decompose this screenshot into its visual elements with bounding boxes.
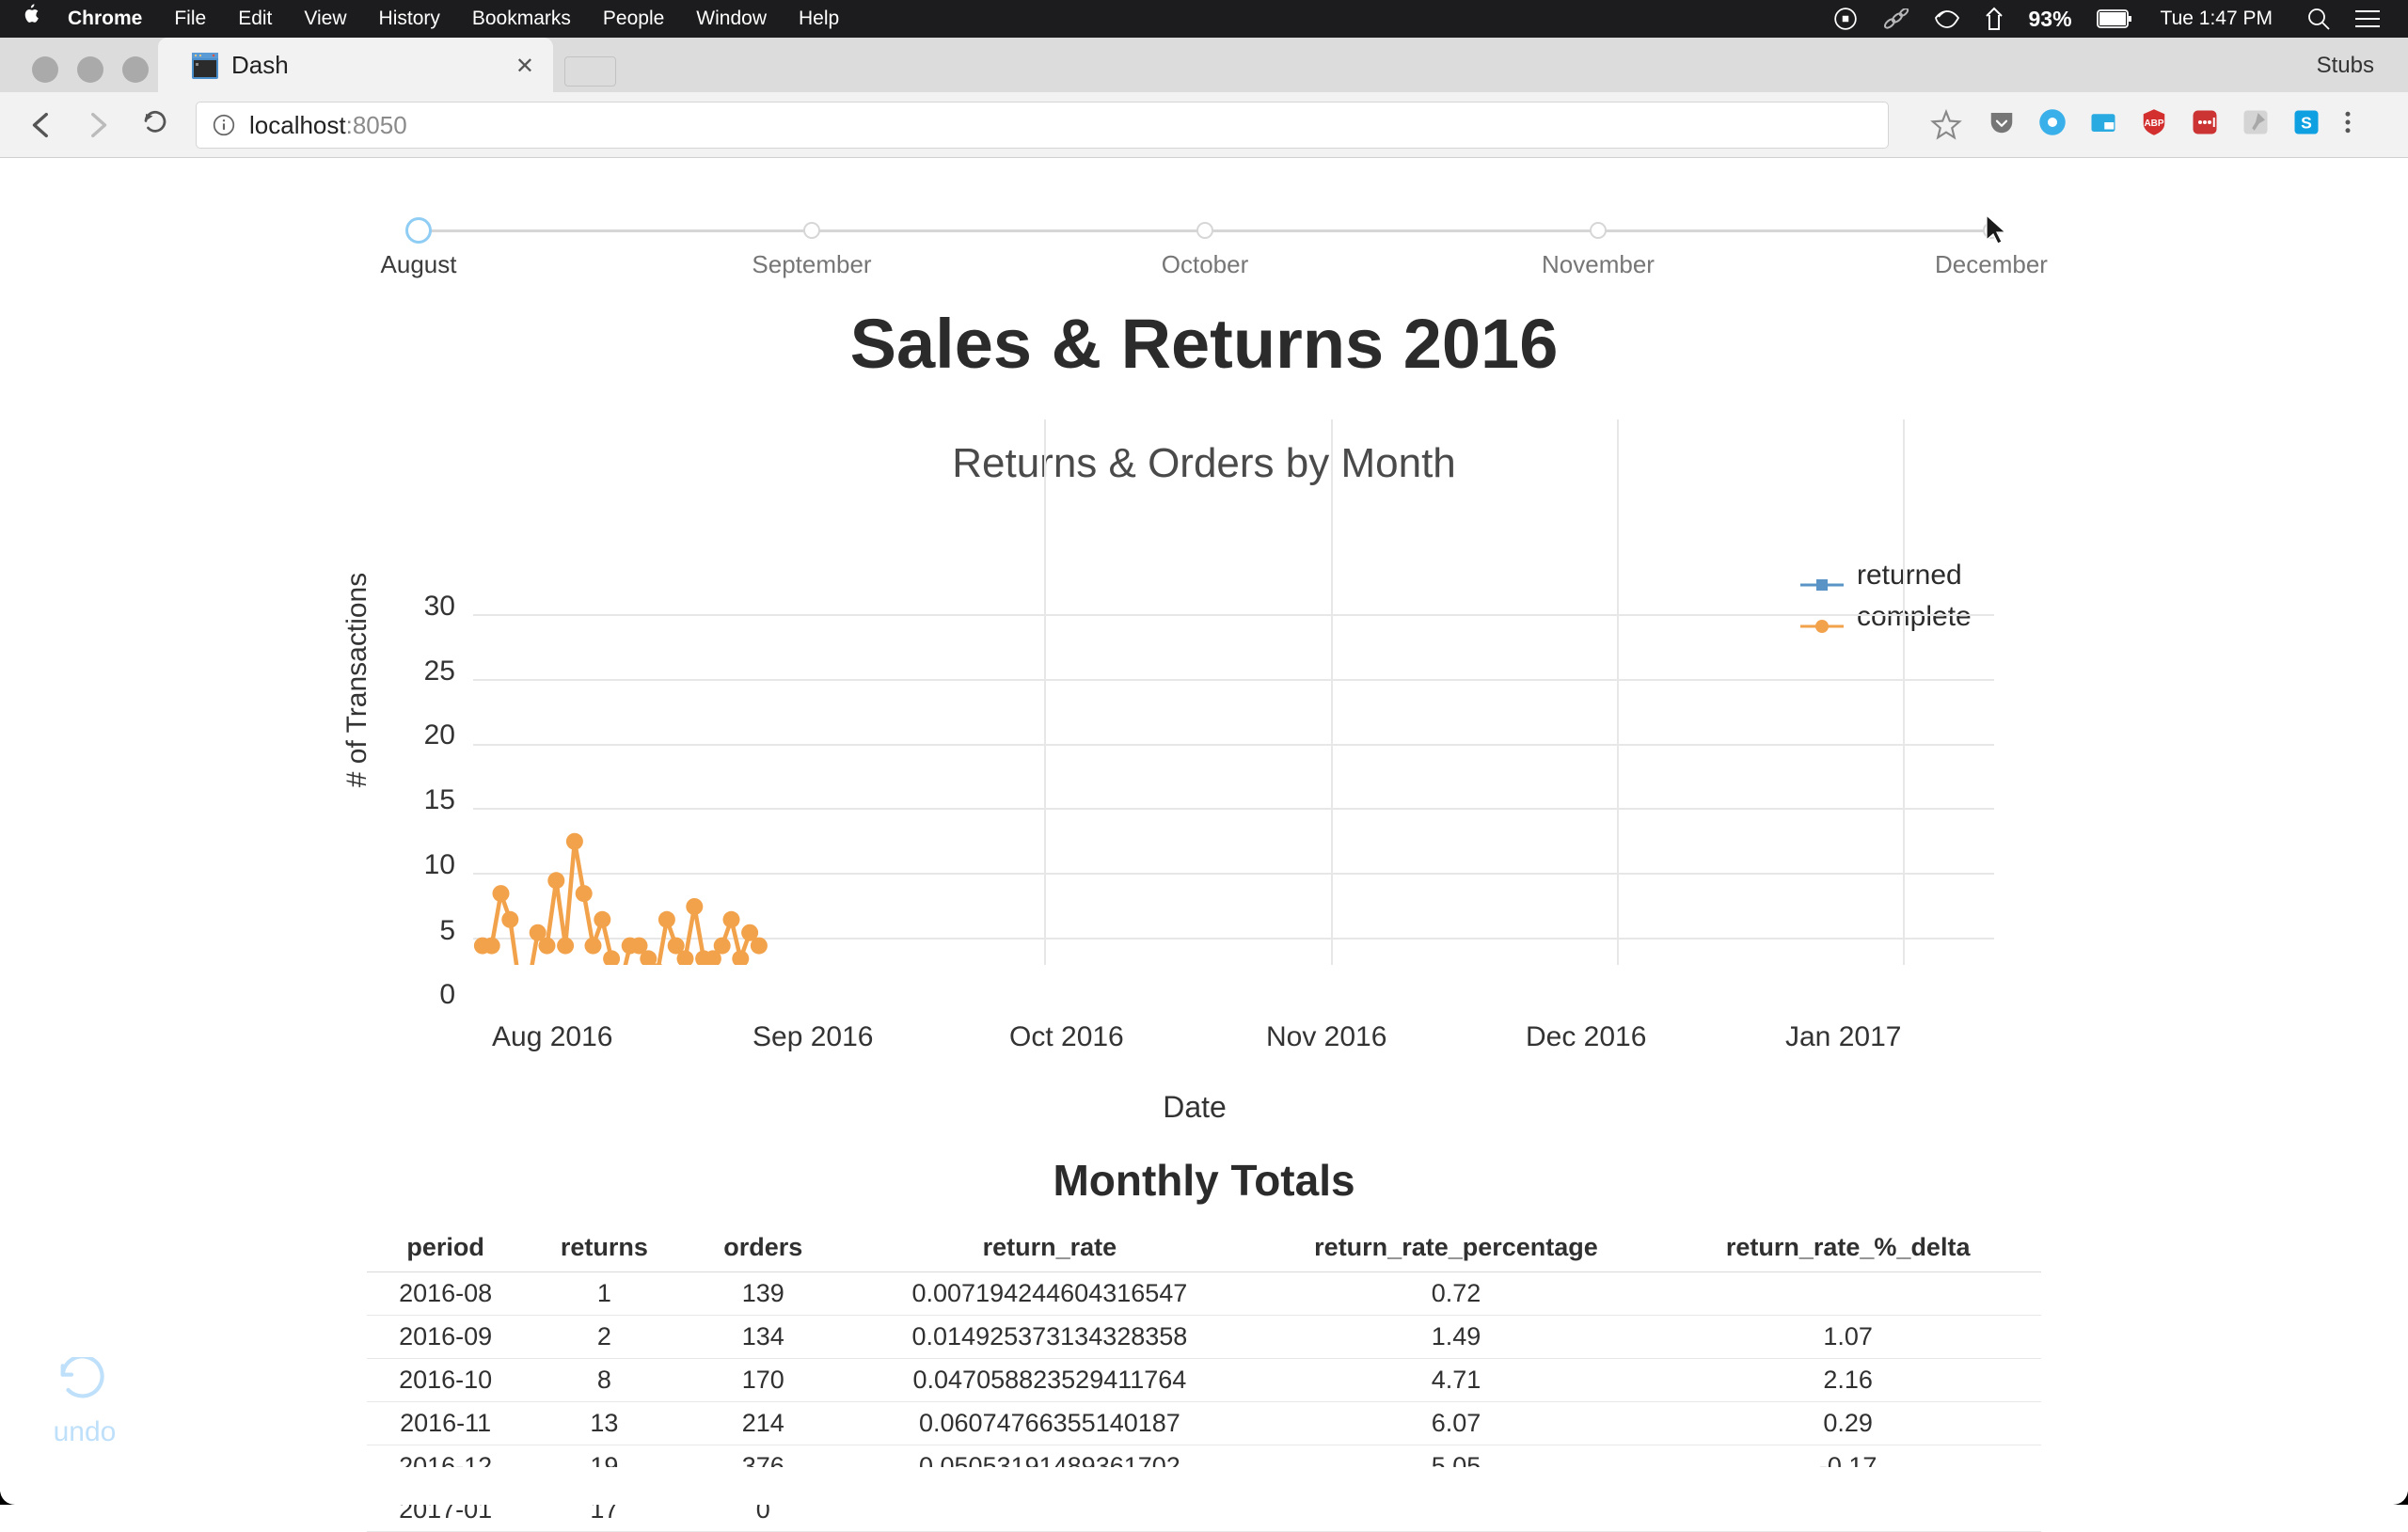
svg-text:ABP: ABP [2144, 118, 2163, 129]
svg-text:S: S [2301, 113, 2312, 132]
